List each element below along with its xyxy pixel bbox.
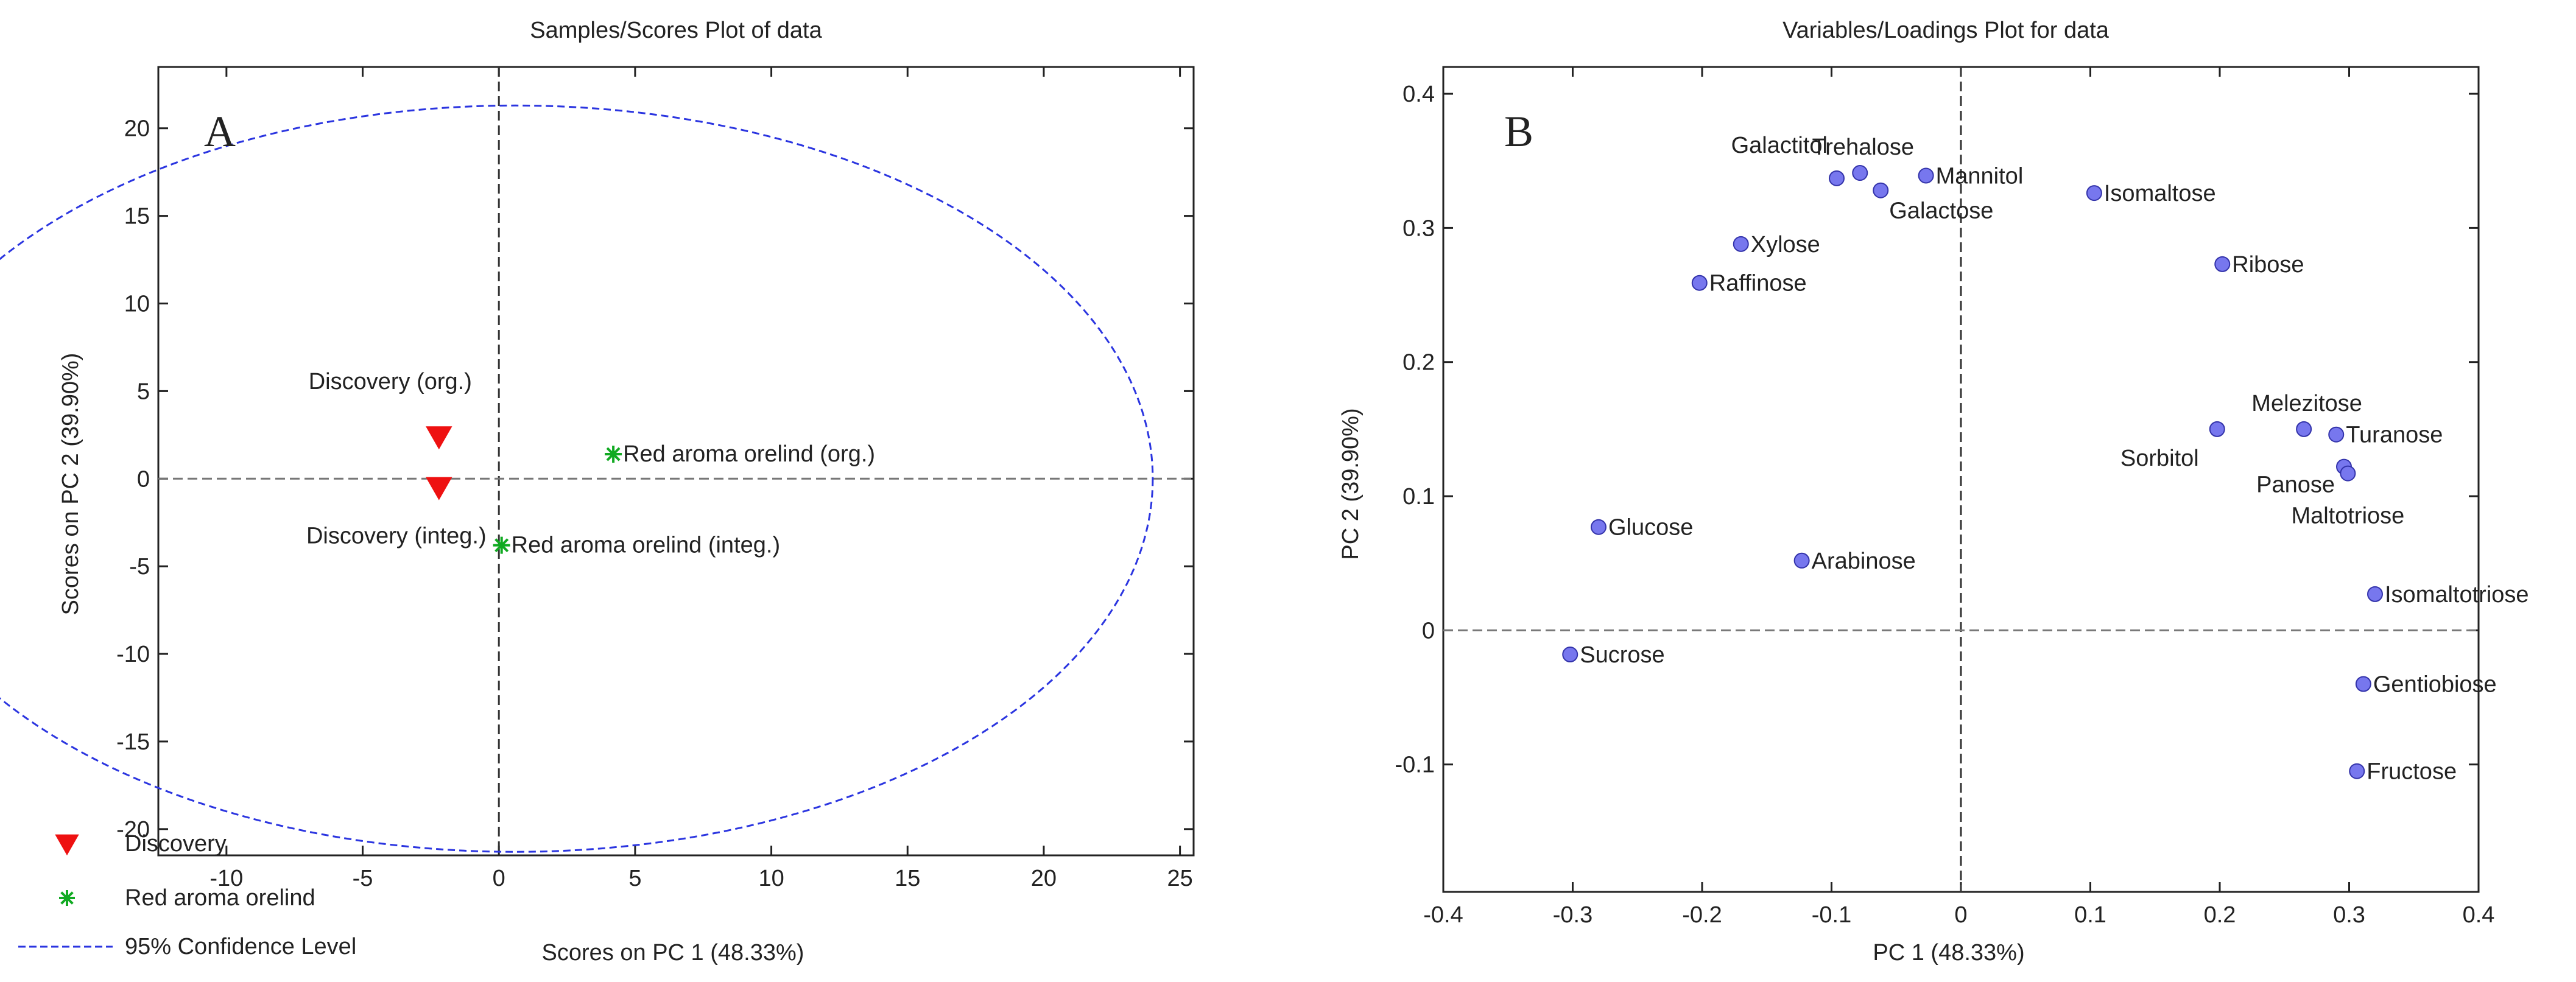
scores-y-tick-label: 0 <box>137 466 150 492</box>
scores-y-tick-label: 20 <box>124 116 150 142</box>
scores-point-label: Red aroma orelind (org.) <box>623 441 875 467</box>
loading-point <box>2214 256 2231 272</box>
loadings-plot-title: Variables/Loadings Plot for data <box>1782 18 2110 43</box>
discovery-point <box>426 477 452 500</box>
loading-point-label: Ribose <box>2232 252 2304 278</box>
scores-plot-legend: Discovery Red aroma orelind 95% Confidence… <box>18 831 356 959</box>
scores-plot-title: Samples/Scores Plot of data <box>530 18 822 43</box>
loading-point-label: Melezitose <box>2251 391 2362 416</box>
loading-point-label: Raffinose <box>1709 271 1807 296</box>
loadings-plot-panel: Variables/Loadings Plot for data -0.4 -0.… <box>1338 18 2529 966</box>
loading-point <box>2340 465 2356 482</box>
loadings-x-tick-label: 0.4 <box>2463 902 2495 928</box>
loading-point-label: Turanose <box>2346 423 2443 448</box>
loading-point-label: Mannitol <box>1936 163 2024 189</box>
loading-point-label: Sucrose <box>1580 642 1664 668</box>
loadings-y-tick-label: 0.4 <box>1402 82 1435 107</box>
loading-point <box>2209 421 2225 437</box>
loading-point-label: Panose <box>2256 472 2335 498</box>
panel-letter-b: B <box>1504 107 1533 156</box>
loading-point <box>2086 185 2102 202</box>
scores-x-tick-label: 25 <box>1167 866 1192 891</box>
loading-point-label: Gentiobiose <box>2373 672 2497 697</box>
loading-point <box>2296 421 2312 437</box>
loading-point-label: Xylose <box>1751 232 1820 258</box>
legend-entry-label: Discovery <box>125 831 227 857</box>
scores-frame <box>157 66 1195 857</box>
scores-y-tick-label: -10 <box>116 642 150 667</box>
loading-point <box>1591 519 1606 535</box>
loading-point <box>1829 170 1845 186</box>
scores-plot-y-axis-label: Scores on PC 2 (39.90%) <box>58 353 83 616</box>
loadings-x-tick-label: 0.3 <box>2333 902 2365 928</box>
loading-point-label: Glucose <box>1608 515 1693 541</box>
scores-point-label: Red aroma orelind (integ.) <box>512 533 780 558</box>
loadings-y-tick-label: 0 <box>1422 618 1435 644</box>
loading-point-label: Maltotriose <box>2291 503 2404 529</box>
panel-letter-a: A <box>204 107 236 156</box>
loading-point-label: Isomaltotriose <box>2385 582 2529 608</box>
loadings-x-tick-label: -0.2 <box>1682 902 1722 928</box>
loadings-y-tick-label: -0.1 <box>1395 752 1435 778</box>
scores-x-tick-label: 15 <box>895 866 920 891</box>
scores-point-label: Discovery (integ.) <box>306 524 487 549</box>
loadings-x-tick-label: -0.1 <box>1812 902 1851 928</box>
loading-point <box>2355 676 2371 692</box>
scores-y-tick-label: -5 <box>129 554 150 580</box>
loading-point <box>2367 586 2383 602</box>
scores-x-tick-label: -10 <box>209 866 243 891</box>
loadings-x-tick-label: 0.2 <box>2204 902 2236 928</box>
loadings-x-tick-label: -0.4 <box>1423 902 1463 928</box>
loading-point-label: Fructose <box>2367 759 2457 785</box>
loading-point <box>2349 763 2365 779</box>
scores-x-tick-label: 0 <box>493 866 505 891</box>
legend-red-aroma-orelind-marker <box>59 890 75 906</box>
scores-x-tick-label: 5 <box>628 866 641 891</box>
scores-plot-panel: Samples/Scores Plot of data -10 -5 0 5 10 15 2… <box>0 18 1195 966</box>
scores-x-tick-label: -5 <box>353 866 373 891</box>
loading-point-label: Arabinose <box>1812 549 1916 574</box>
legend-discovery-marker <box>55 834 79 856</box>
loadings-y-tick-label: 0.2 <box>1402 350 1435 376</box>
discovery-point <box>426 426 452 450</box>
loading-point <box>1852 165 1868 181</box>
loadings-y-tick-label: 0.1 <box>1402 484 1435 510</box>
loadings-plot-y-axis-label: PC 2 (39.90%) <box>1338 408 1364 559</box>
loading-point <box>1691 275 1708 291</box>
scores-y-tick-label: -20 <box>116 817 150 843</box>
loadings-x-tick-label: 0.1 <box>2074 902 2106 928</box>
legend-entry-label: Red aroma orelind <box>125 885 315 911</box>
loading-point-label: Galactitol <box>1731 133 1828 158</box>
loadings-plot-x-axis-label: PC 1 (48.33%) <box>1873 940 2024 966</box>
loading-point <box>1562 647 1578 663</box>
confidence-ellipse <box>0 104 1154 853</box>
scores-y-tick-label: 10 <box>124 292 150 317</box>
loading-point-label: Trehalose <box>1812 135 1914 160</box>
scores-plot-area: -10 -5 0 5 10 15 20 25 -20 -15 -10 -5 0 5 10 15 20 Discov… <box>0 66 1195 891</box>
scores-y-tick-label: 15 <box>124 204 150 230</box>
scores-x-tick-label: 20 <box>1031 866 1057 891</box>
loading-point-label: Galactose <box>1889 198 1993 224</box>
loading-point <box>1873 182 1889 198</box>
loading-point <box>1733 236 1749 252</box>
loading-point <box>2328 426 2345 443</box>
red-aroma-orelind-point <box>605 445 622 463</box>
red-aroma-orelind-point <box>493 536 510 554</box>
loading-point-label: Sorbitol <box>2120 446 2199 471</box>
scores-y-tick-label: -15 <box>116 729 150 755</box>
loadings-x-tick-label: 0 <box>1954 902 1967 928</box>
scores-plot-x-axis-label: Scores on PC 1 (48.33%) <box>542 940 804 966</box>
loadings-x-tick-label: -0.3 <box>1553 902 1592 928</box>
scores-point-label: Discovery (org.) <box>309 369 472 395</box>
loading-point <box>1918 167 1934 184</box>
loading-point <box>1793 552 1810 569</box>
loadings-y-tick-label: 0.3 <box>1402 216 1435 241</box>
legend-entry-label: 95% Confidence Level <box>125 934 356 959</box>
loading-point-label: Isomaltose <box>2104 181 2216 206</box>
scores-x-tick-label: 10 <box>758 866 784 891</box>
scores-y-tick-label: 5 <box>137 379 150 404</box>
loadings-plot-area: -0.4 -0.3 -0.2 -0.1 0 0.1 0.2 0.3 0.4 -0.1 0 0.1 0.2… <box>1395 66 2529 928</box>
